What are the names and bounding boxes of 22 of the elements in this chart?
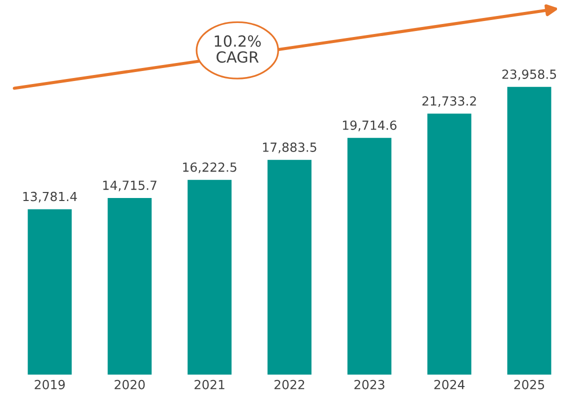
data-label: 21,733.2 [422, 96, 476, 107]
data-label: 13,781.4 [23, 192, 77, 203]
bar [507, 86, 552, 375]
x-tick-label: 2021 [194, 380, 224, 390]
x-tick-label: 2022 [274, 380, 304, 390]
text: 10.2% CAGR [214, 35, 261, 63]
data-label: 16,222.5 [183, 162, 236, 174]
data-label: 23,958.5 [502, 70, 556, 80]
bar [427, 114, 472, 375]
bar [347, 138, 392, 375]
data-label: 14,715.7 [103, 180, 156, 192]
x-tick-label: 2020 [114, 380, 145, 390]
bar [28, 209, 72, 375]
x-tick-label: 2023 [354, 380, 384, 390]
data-label: 17,883.5 [263, 142, 316, 154]
bar [268, 160, 312, 375]
data-label: 19,714.6 [342, 120, 396, 132]
x-tick-label: 2019 [34, 380, 65, 390]
bar [108, 198, 152, 375]
x-tick-label: 2025 [514, 380, 544, 390]
x-tick-label: 2024 [434, 380, 465, 390]
bar [188, 180, 232, 375]
